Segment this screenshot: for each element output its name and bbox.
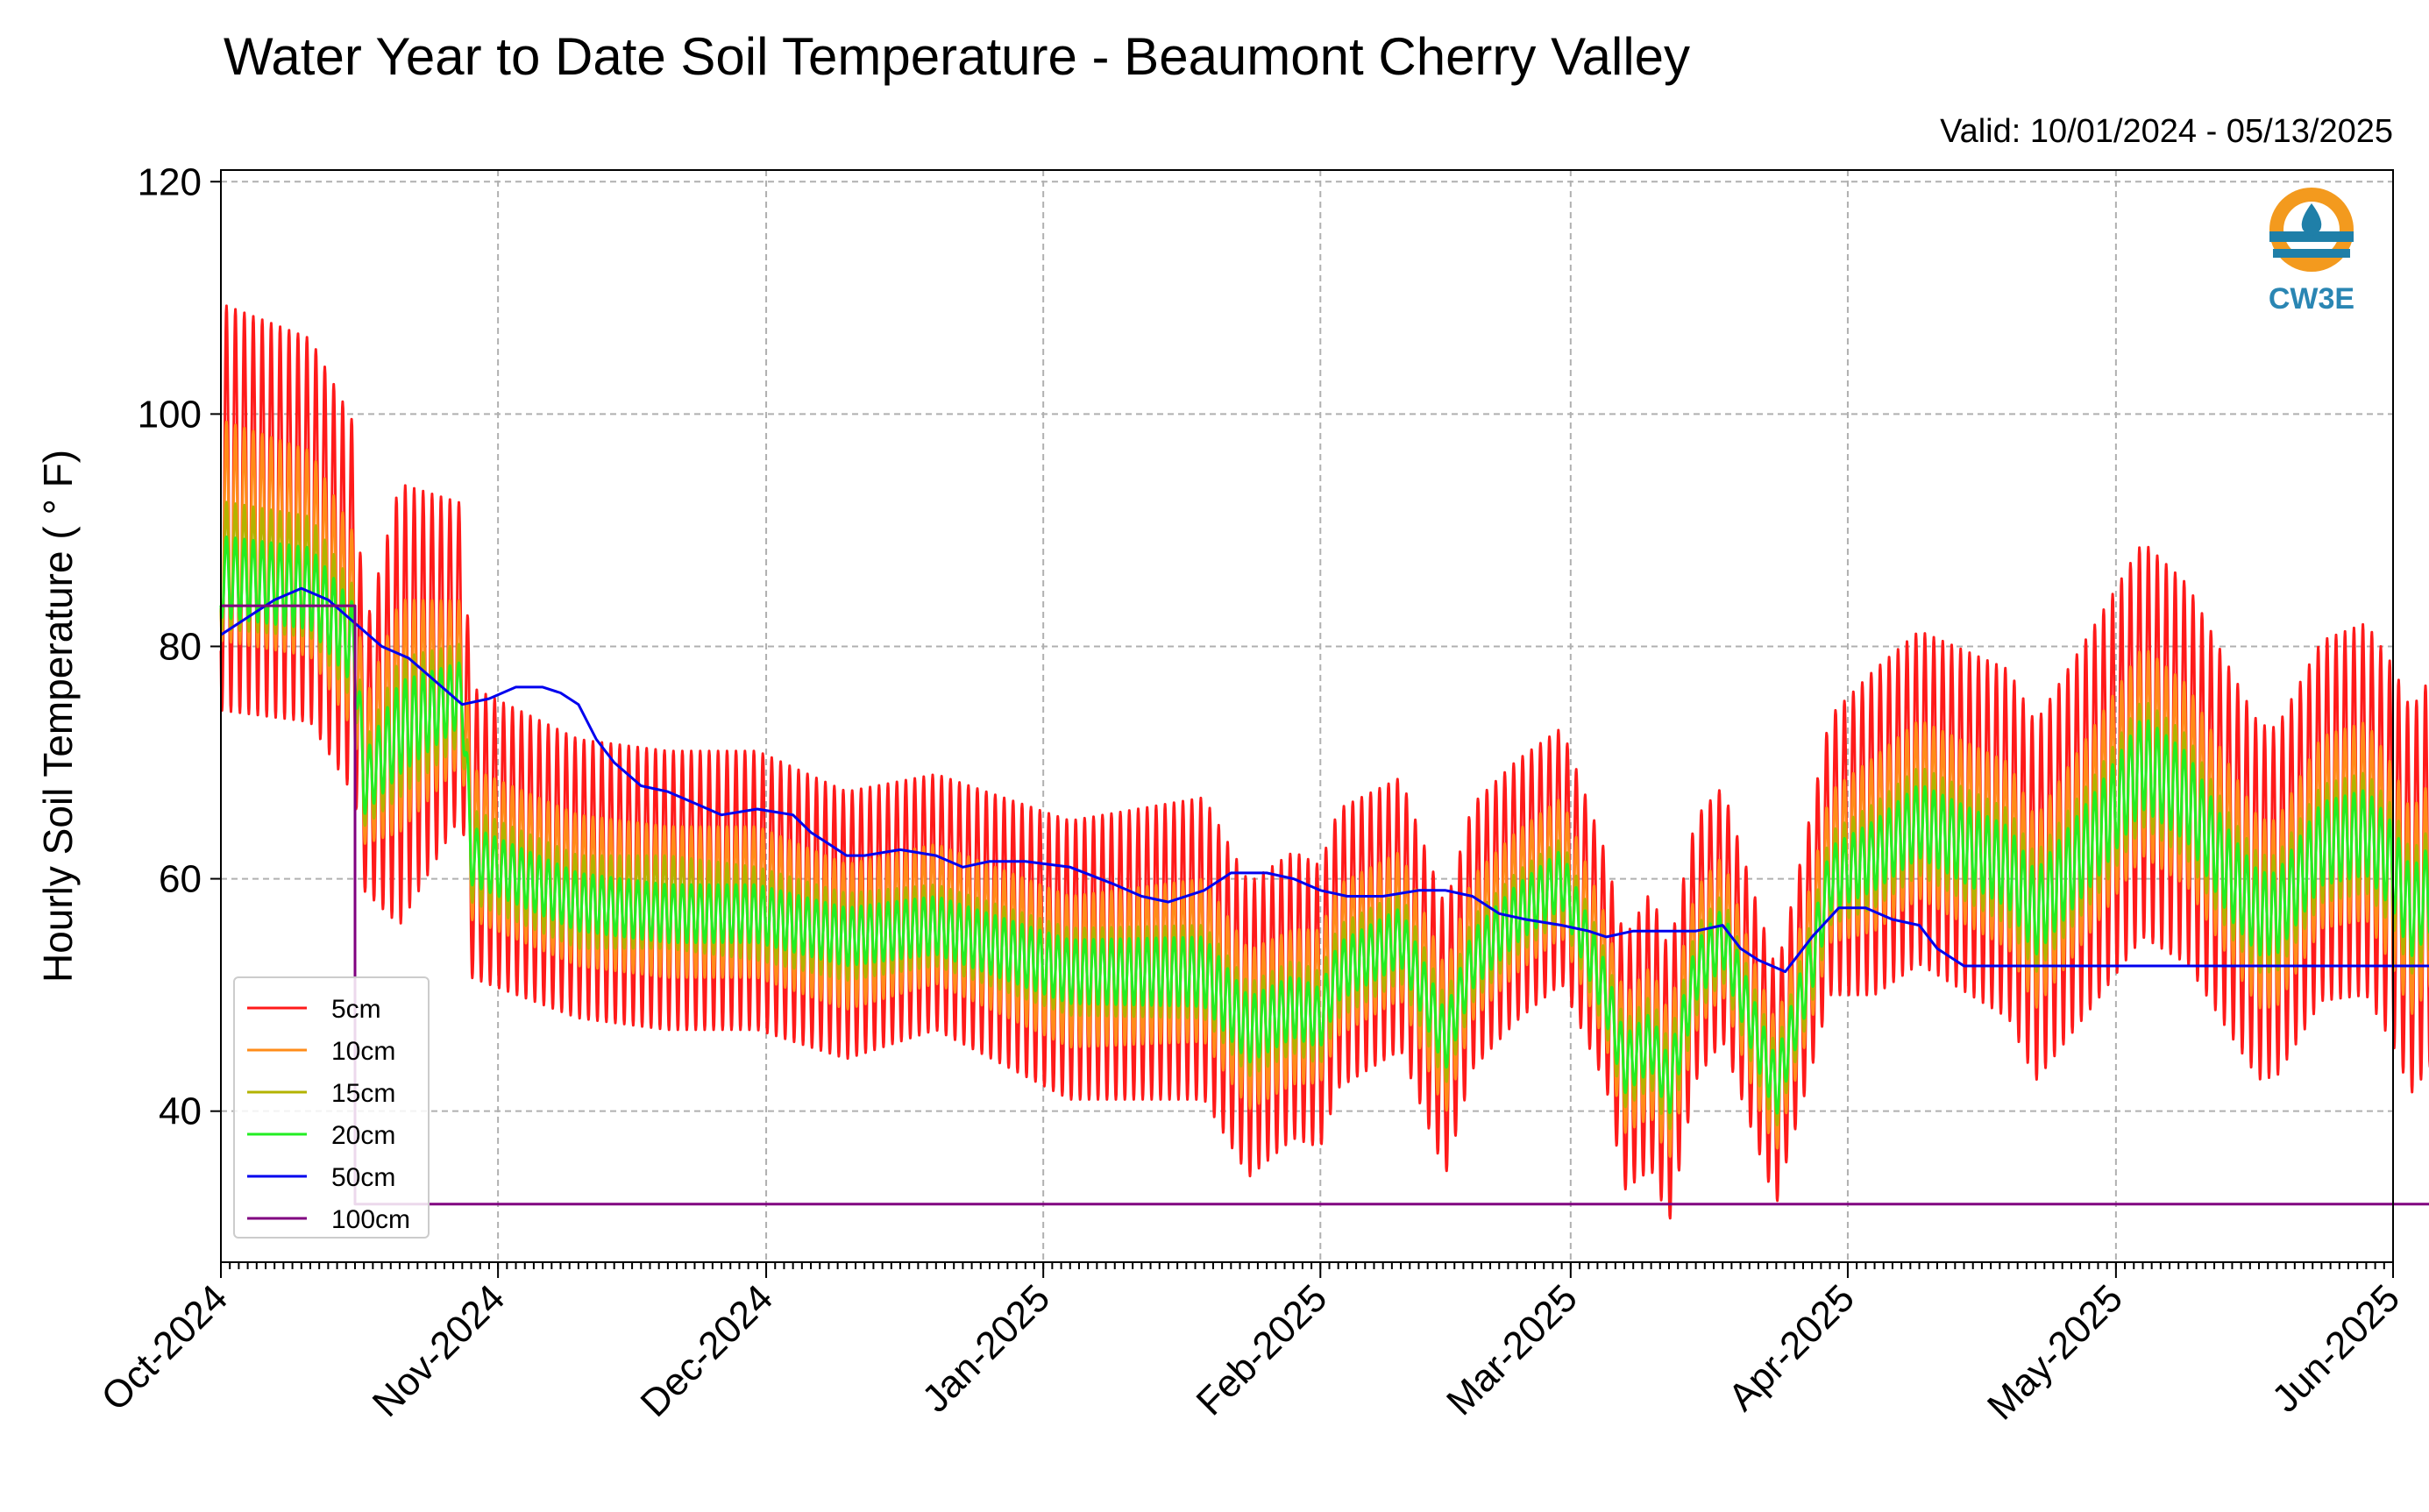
plot-frame bbox=[220, 169, 2394, 1263]
x-tick-label: Nov-2024 bbox=[365, 1276, 514, 1425]
x-tick-label: Mar-2025 bbox=[1438, 1276, 1586, 1423]
y-tick-label: 80 bbox=[159, 625, 202, 668]
water-drop-icon bbox=[2301, 203, 2322, 236]
y-tick-label: 40 bbox=[159, 1090, 202, 1133]
legend-label: 100cm bbox=[331, 1205, 410, 1234]
series-line-20cm bbox=[219, 535, 2429, 1115]
series-line-10cm bbox=[219, 420, 2429, 1158]
x-tick-label: Apr-2025 bbox=[1720, 1276, 1863, 1419]
series-line-15cm bbox=[219, 500, 2429, 1131]
legend-label: 10cm bbox=[331, 1037, 395, 1066]
x-tick-label: Feb-2025 bbox=[1189, 1276, 1336, 1423]
x-axis-ticks: Oct-2024 Nov-2024 Dec-2024 Jan-2025 Feb-2025… bbox=[93, 1262, 2408, 1428]
chart-title: Water Year to Date Soil Temperature - Be… bbox=[224, 27, 1690, 86]
x-tick-label: Dec-2024 bbox=[633, 1276, 782, 1425]
x-tick-label: Jun-2025 bbox=[2264, 1276, 2408, 1420]
legend-label: 15cm bbox=[331, 1079, 395, 1108]
y-tick-label: 60 bbox=[159, 858, 202, 901]
chart-subtitle: Valid: 10/01/2024 - 05/13/2025 bbox=[1940, 113, 2393, 150]
logo-wave-band bbox=[2269, 231, 2354, 242]
y-tick-label: 100 bbox=[138, 393, 202, 436]
legend-label: 50cm bbox=[331, 1163, 395, 1192]
legend: 5cm 10cm 15cm 20cm 50cm 100cm bbox=[233, 976, 430, 1239]
y-tick-label: 120 bbox=[138, 160, 202, 203]
series-lines bbox=[219, 304, 2429, 1220]
x-tick-label: Jan-2025 bbox=[914, 1276, 1058, 1420]
legend-box bbox=[233, 976, 430, 1239]
logo-wave-band-2 bbox=[2273, 249, 2350, 258]
y-axis-label: Hourly Soil Temperature ( ° F) bbox=[35, 450, 81, 983]
y-axis-ticks: 40 60 80 100 120 bbox=[138, 160, 221, 1133]
x-tick-label: May-2025 bbox=[1979, 1276, 2131, 1428]
logo-text: CW3E bbox=[2269, 282, 2354, 316]
cw3e-logo: CW3E bbox=[2269, 188, 2354, 316]
legend-label: 20cm bbox=[331, 1121, 395, 1150]
legend-label: 5cm bbox=[331, 995, 381, 1024]
series-line-5cm bbox=[219, 304, 2429, 1220]
series-line-100cm bbox=[221, 604, 2429, 1206]
series-line-50cm bbox=[220, 586, 2429, 974]
x-tick-label: Oct-2024 bbox=[93, 1276, 236, 1419]
